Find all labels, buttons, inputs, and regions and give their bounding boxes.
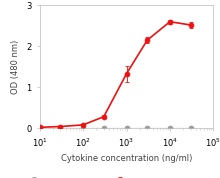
Y-axis label: OD (480 nm): OD (480 nm): [11, 40, 20, 94]
X-axis label: Cytokine concentration (ng/ml): Cytokine concentration (ng/ml): [61, 155, 192, 163]
